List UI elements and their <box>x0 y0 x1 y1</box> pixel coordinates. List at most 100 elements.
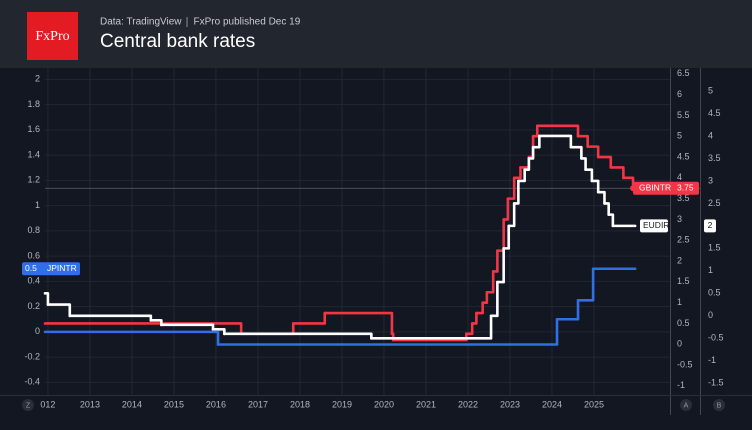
y2-tick-label: -0.5 <box>677 359 693 369</box>
y2-tick-label: 3.5 <box>677 193 690 203</box>
logo: FxPro <box>35 29 69 44</box>
axis-button-label[interactable]: A <box>684 402 689 409</box>
chart-title: Central bank rates <box>100 31 255 52</box>
line-segment <box>46 303 72 318</box>
y-tick-label: 1 <box>35 200 40 210</box>
line-segment <box>609 166 625 180</box>
y3-tick-label: 1 <box>708 265 713 275</box>
line-segment <box>531 134 541 149</box>
y2-tick-label: 6 <box>677 89 682 99</box>
y2-tick-label: 5.5 <box>677 110 690 120</box>
header <box>0 0 752 68</box>
y2-tick-label: -1 <box>677 380 685 390</box>
x-tick-label: 2025 <box>584 399 604 409</box>
axis-button[interactable] <box>22 399 34 411</box>
value-box <box>704 219 716 233</box>
y3-tick-label: 2.5 <box>708 198 721 208</box>
axis-button-label[interactable]: B <box>717 402 722 409</box>
y3-tick-label: 3.5 <box>708 153 721 163</box>
axis-button[interactable] <box>680 399 692 411</box>
x-tick-label: 2014 <box>122 399 142 409</box>
line-segment <box>391 332 468 342</box>
line-segment <box>517 168 526 183</box>
line-segment <box>555 299 580 321</box>
x-tick-label: 2024 <box>542 399 562 409</box>
axis-button-label[interactable]: Z <box>26 402 31 409</box>
value-label: 2 <box>708 220 713 230</box>
y3-tick-label: 5 <box>708 85 713 95</box>
line-segment <box>43 292 50 306</box>
y3-tick-label: 3 <box>708 175 713 185</box>
y3-tick-label: -1.5 <box>708 378 724 388</box>
line-segment <box>502 224 511 250</box>
x-tick-label: 2016 <box>206 399 226 409</box>
x-tick-label: 2017 <box>248 399 268 409</box>
legend-box <box>22 262 80 276</box>
x-tick-label: 2023 <box>500 399 520 409</box>
grid <box>45 68 670 395</box>
y2-tick-label: 0.5 <box>677 318 690 328</box>
line-segment <box>527 145 535 160</box>
line-segment <box>323 311 394 336</box>
legend-label: EUDIR <box>643 220 669 230</box>
y-tick-label: 2 <box>35 74 40 84</box>
y-tick-label: 1.4 <box>27 149 40 159</box>
series-line <box>43 124 640 342</box>
line-segment <box>569 145 583 160</box>
line-segment <box>538 134 573 149</box>
line-segment <box>43 322 243 336</box>
y-tick-label: 0.6 <box>27 250 40 260</box>
x-tick-label: 2013 <box>80 399 100 409</box>
line-segment <box>223 332 373 340</box>
y2-tick-label: 2.5 <box>677 235 690 245</box>
axis-button[interactable] <box>713 399 725 411</box>
x-tick-label: 2015 <box>164 399 184 409</box>
line-segment <box>596 190 606 205</box>
y2-tick-label: 4.5 <box>677 151 690 161</box>
y-tick-label: 1.8 <box>27 99 40 109</box>
y3-tick-label: 0.5 <box>708 288 721 298</box>
line-segment <box>481 290 489 304</box>
line-segment <box>149 319 163 327</box>
line-segment <box>496 247 505 284</box>
y2-tick-label: 5 <box>677 131 682 141</box>
line-segment <box>576 267 595 302</box>
y3-tick-label: -1 <box>708 355 716 365</box>
line-segment <box>586 145 600 159</box>
y3-tick-label: 0 <box>708 310 713 320</box>
y2-tick-label: 1.5 <box>677 276 690 286</box>
source: Data: TradingView <box>100 17 182 28</box>
line-segment <box>489 280 499 318</box>
value-label: 0.5 <box>25 263 37 273</box>
x-tick-label: 2022 <box>458 399 478 409</box>
x-tick-label: 2021 <box>416 399 436 409</box>
y2-tick-label: 6.5 <box>677 68 690 78</box>
line-segment <box>580 157 587 171</box>
y-tick-label: 0.4 <box>27 276 40 286</box>
y3-tick-label: 1.5 <box>708 243 721 253</box>
y3-tick-label: 4 <box>708 130 713 140</box>
x-tick-label: 2020 <box>374 399 394 409</box>
line-segment <box>211 328 226 336</box>
line-segment <box>607 213 615 228</box>
y-tick-label: -0.2 <box>24 351 40 361</box>
line-segment <box>291 311 327 325</box>
y2-tick-label: 2 <box>677 255 682 265</box>
x-tick-label: 2019 <box>332 399 352 409</box>
legend-label: GBINTR <box>639 182 671 192</box>
line-segment <box>464 322 474 336</box>
line-segment <box>485 270 495 294</box>
line-segment <box>531 124 539 138</box>
y2-tick-label: 3 <box>677 214 682 224</box>
y-tick-label: 0 <box>35 326 40 336</box>
line-segment <box>535 124 580 138</box>
legend-label: JPINTR <box>47 263 77 273</box>
series-line <box>43 134 637 340</box>
line-segment <box>491 249 499 273</box>
line-segment <box>475 301 484 315</box>
value-label: 3.75 <box>677 182 694 192</box>
line-segment <box>502 197 510 221</box>
y-tick-label: -0.4 <box>24 377 40 387</box>
series-line <box>43 267 637 346</box>
